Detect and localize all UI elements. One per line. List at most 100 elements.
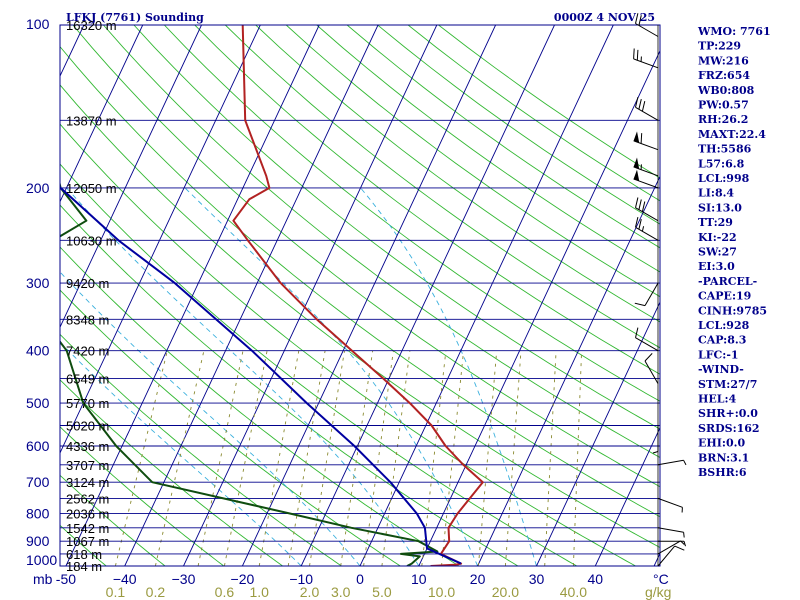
temperature-tick-label: −30 [172,571,196,587]
isotherm-line [60,25,202,329]
moist-adiabat-line [184,187,479,566]
wind-barb [635,216,659,241]
pressure-tick-label: 400 [26,343,50,359]
height-label: 16320 m [66,18,117,33]
mixing-ratio-line [287,350,326,566]
pressure-tick-label: 500 [26,395,50,411]
temperature-tick-label: -50 [56,571,76,587]
wind-barb [633,157,659,177]
index-row: EI:3.0 [698,260,735,273]
mixing-ratio-tick-label: 20.0 [492,584,519,600]
height-label: 5020 m [66,419,109,434]
height-label: 2562 m [66,491,109,506]
index-row: LI:8.4 [698,187,734,200]
index-row: MAXT:22.4 [698,128,766,141]
index-row: BRN:3.1 [698,451,749,464]
mixing-ratio-tick-label: 3.0 [331,584,351,600]
isotherm-line [477,175,660,566]
height-label: 1542 m [66,521,109,536]
mixing-ratio-line [544,350,557,566]
height-label: 12050 m [66,181,117,196]
temperature-profile-line [232,25,484,566]
isotherm-line [594,426,660,566]
dewpoint-profile-line [60,180,439,566]
temperature-tick-label: 20 [470,571,486,587]
isotherm-line [124,25,379,566]
wind-barb [635,197,659,222]
mixing-ratio-line [114,350,168,566]
index-row: SW:27 [698,246,737,259]
pressure-units-label: mb [33,571,53,587]
index-row: LCL:998 [698,172,750,185]
isotherm-line [300,25,555,566]
height-label: 3707 m [66,458,109,473]
wind-barb [635,96,659,121]
pressure-tick-label: 200 [26,180,50,196]
height-label: 184 m [66,559,102,574]
index-row: MW:216 [698,54,749,67]
temperature-tick-label: 10 [411,571,427,587]
index-row: BSHR:6 [698,466,747,479]
isotherm-line [65,25,320,566]
index-row: STM:27/7 [698,378,757,391]
wind-barb [652,425,659,454]
wind-barb [635,13,659,37]
isotherm-line [359,25,614,566]
index-row: CAPE:19 [698,290,751,303]
pressure-tick-label: 900 [26,533,50,549]
pressure-axis: 100 200 300 400 500 600 700 800 900 1000 [26,16,57,568]
mixing-ratio-tick-label: 40.0 [560,584,587,600]
height-label: 8348 m [66,312,109,327]
index-row: TH:5586 [698,143,752,156]
isotherm-line [183,25,438,566]
height-label: 4336 m [66,439,109,454]
pressure-tick-label: 700 [26,474,50,490]
index-row: TP:229 [698,40,741,53]
wind-barb [633,131,659,151]
index-row: PW:0.57 [698,99,749,112]
temperature-units-label: °C [653,571,669,587]
wind-barb [657,497,683,513]
chart-series [60,25,484,566]
mixing-ratio-tick-label: 0.6 [215,584,235,600]
wind-barb [657,459,687,466]
pressure-tick-label: 600 [26,438,50,454]
index-row: LFC:-1 [698,348,739,361]
isotherm-line [241,25,497,566]
pressure-tick-label: 1000 [26,552,57,568]
height-label: 3124 m [66,475,109,490]
index-row: RH:26.2 [698,113,748,126]
moist-adiabat-line [60,341,302,566]
wind-barb [644,353,659,384]
wind-barb [635,327,659,352]
mixing-ratio-line [309,350,345,566]
chart-grid [60,25,660,566]
index-row: TT:29 [698,216,733,229]
index-row: -WIND- [698,363,744,376]
temperature-axis: -50 −40 −30 −20 −10 0 10 20 30 40 [56,571,604,587]
index-row: L57:6.8 [698,157,745,170]
isotherm-line [60,25,261,455]
index-row: EHI:0.0 [698,437,745,450]
index-row: SI:13.0 [698,201,742,214]
dry-adiabat-line [103,25,660,459]
index-row: CINH:9785 [698,304,767,317]
chart-title: LFKJ (7761) Sounding [66,11,204,24]
mixing-ratio-units-label: g/kg [645,584,671,600]
temperature-tick-label: −20 [231,571,255,587]
height-label: 2036 m [66,507,109,522]
mixing-ratio-tick-label: 2.0 [300,584,320,600]
index-row: WMO: 7761 [697,25,771,38]
wind-barb [657,545,685,567]
pressure-tick-label: 800 [26,506,50,522]
mixing-ratio-tick-label: 5.0 [372,584,392,600]
height-label: 618 m [66,547,102,562]
mixing-ratio-tick-label: 0.1 [106,584,126,600]
height-label: 7420 m [66,344,109,359]
height-label: 6549 m [66,371,109,386]
temperature-tick-label: 30 [529,571,545,587]
height-label: 10630 m [66,233,117,248]
dry-adiabat-line [72,25,660,488]
isotherm-line [60,25,144,203]
